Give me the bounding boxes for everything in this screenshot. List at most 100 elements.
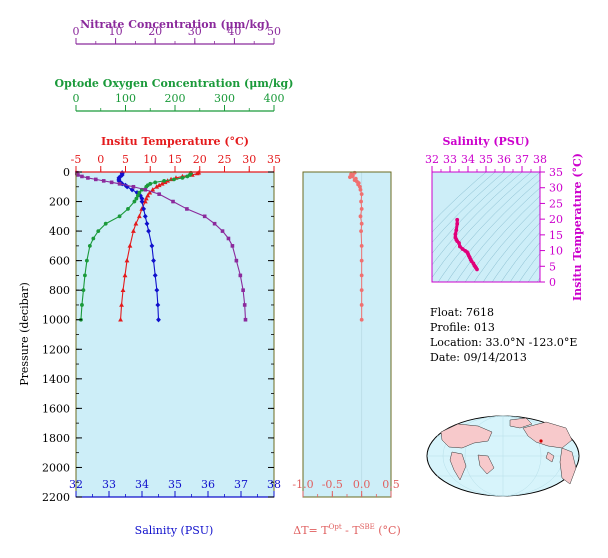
t-s-point [455,217,460,222]
oxygen-point [96,229,101,233]
nitrate-point [241,288,245,292]
profile-number: Profile: 013 [430,321,495,334]
oxygen-axis-tick-label: 100 [115,92,136,105]
pressure-tick-label: 1400 [42,373,70,386]
pressure-tick-label: 800 [49,284,70,297]
delta-t-point [359,229,363,233]
main-plot-series [74,170,248,323]
oxygen-point [80,303,84,307]
t-s-ylabel: Insitu Temperature (°C) [571,153,584,301]
delta-t-series [348,170,364,497]
salinity-axis-label: Salinity (PSU) [135,524,214,537]
nitrate-axis-tick-label: 10 [109,25,123,38]
pressure-tick-label: 1600 [42,402,70,415]
nitrate-point [230,244,235,248]
nitrate-point [242,303,247,307]
temperature-point [127,243,133,248]
delta-t-label-mid: - T [342,524,361,537]
nitrate-axis-tick-label: 0 [73,25,80,38]
oxygen-point [153,180,158,185]
pressure-tick-label: 1200 [42,343,70,356]
t-s-xaxis-tick-label: 34 [461,153,475,166]
oxygen-axis-label: Optode Oxygen Concentration (μm/kg) [55,77,294,90]
delta-t-point [358,187,363,192]
delta-t-point [359,258,364,263]
float-location-marker [539,439,543,443]
t-s-xaxis-tick-label: 33 [443,153,457,166]
temperature-point [124,258,130,263]
t-s-point [455,221,460,226]
delta-t-point [359,303,364,307]
delta-t-plot-area [303,172,391,497]
temperature-point [154,184,160,189]
salinity-axis-tick-label: 33 [102,478,116,491]
density-contours [432,172,540,282]
oxygen-point [134,196,139,201]
delta-t-axis: -1.0 -0.5 0.0 0.5 [292,478,400,497]
temperature-point [159,181,165,186]
pressure-tick-label: 1800 [42,432,70,445]
t-s-point [457,241,461,245]
date: Date: 09/14/2013 [430,351,527,364]
t-s-ytick-label: 5 [549,260,556,273]
pressure-axis-label: Pressure (decibar) [18,282,31,385]
temperature-point [119,302,124,307]
salinity-point [146,228,151,234]
delta-t-point [359,207,364,211]
oxygen-point [103,221,108,226]
temperature-point [145,193,151,198]
oxygen-axis-tick-label: 300 [214,92,235,105]
temperature-axis: -5 0 5 10 15 20 25 30 35 [71,153,281,172]
oxygen-point [126,207,130,211]
t-s-plot-area [432,172,540,282]
temperature-axis-tick-label: 20 [193,153,207,166]
temperature-axis-tick-label: 30 [242,153,256,166]
delta-t-point [359,273,364,278]
float-id: Float: 7618 [430,306,494,319]
temperature-axis-tick-label: 5 [122,153,129,166]
delta-t-axis-tick-label: -1.0 [292,478,313,491]
pressure-tick-label: 400 [49,225,70,238]
nitrate-point [80,174,84,179]
oxygen-point [84,258,89,263]
delta-t-point [359,221,364,226]
nitrate-point [131,184,136,189]
salinity-axis-tick-label: 36 [201,478,215,491]
oxygen-point [185,174,190,179]
salinity-point [155,302,161,308]
salinity-point [149,243,155,249]
salinity-point [151,258,156,264]
temperature-point [150,187,156,192]
salinity-point [154,287,160,293]
salinity-axis-tick-label: 32 [69,478,83,491]
salinity-point [139,195,145,202]
temperature-axis-tick-label: 10 [143,153,157,166]
temperature-point [142,198,148,204]
oxygen-point [83,273,87,278]
t-s-ytick-label: 0 [549,276,556,289]
float-info-panel: Float: 7618 Profile: 013 Location: 33.0°… [430,305,577,365]
t-s-ytick-label: 15 [549,229,563,242]
delta-t-point [348,175,352,180]
nitrate-point [109,180,114,185]
t-s-xaxis-tick-label: 35 [479,153,493,166]
delta-t-label-main: ΔT= T [293,524,329,537]
delta-t-label-sup1: Opt [329,523,342,531]
oxygen-point [144,184,149,189]
nitrate-point [212,221,217,226]
nitrate-point [143,187,148,192]
nitrate-point [86,176,90,180]
t-s-ytick-label: 30 [549,182,563,195]
delta-t-point [358,214,363,219]
temperature-point [118,317,123,322]
t-s-xaxis-tick-label: 37 [515,153,529,166]
t-s-point [458,244,462,249]
location: Location: 33.0°N -123.0°E [430,336,578,349]
oxygen-axis-tick-label: 400 [264,92,285,105]
oxygen-point [91,236,96,241]
nitrate-point [220,229,225,233]
delta-t-label-sup2: SBE [360,523,375,531]
nitrate-axis-tick-label: 40 [227,25,241,38]
salinity-point [152,272,158,279]
